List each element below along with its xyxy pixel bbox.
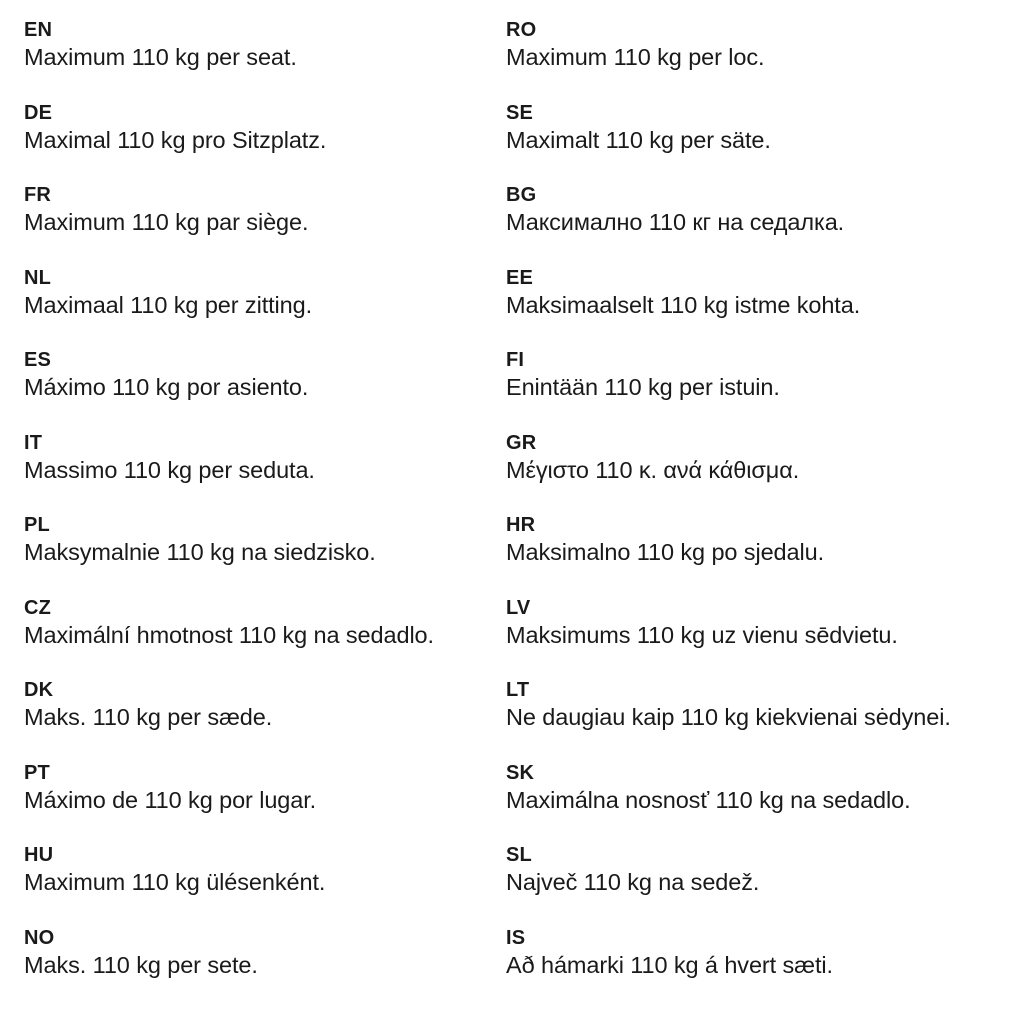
language-code: IS: [506, 926, 526, 949]
language-entry: IT Massimo 110 kg per seduta.: [24, 431, 491, 514]
language-entry: FI Enintään 110 kg per istuin.: [506, 348, 1024, 431]
language-text: Maximal 110 kg pro Sitzplatz.: [24, 126, 327, 153]
language-text: Maximum 110 kg per seat.: [24, 44, 297, 70]
language-code: NO: [24, 926, 55, 949]
language-entry: SE Maximalt 110 kg per säte.: [506, 101, 1024, 184]
language-text: Ne daugiau kaip 110 kg kiekvienai sėdyne…: [506, 704, 951, 730]
language-entry: SK Maximálna nosnosť 110 kg na sedadlo.: [506, 761, 1024, 844]
language-code: DK: [24, 679, 54, 701]
language-column-left: EN Maximum 110 kg per seat. DE Maximal 1…: [0, 18, 491, 1008]
language-text: Максимално 110 кг на седалка.: [506, 209, 845, 235]
language-code: LT: [506, 679, 530, 701]
language-code: SE: [506, 101, 534, 124]
language-text: Maximalt 110 kg per säte.: [506, 126, 771, 153]
language-text: Maks. 110 kg per sete.: [24, 951, 258, 978]
language-code: GR: [506, 431, 537, 454]
language-code: FI: [506, 349, 525, 371]
language-entry: ES Máximo 110 kg por asiento.: [24, 348, 491, 431]
language-text: Máximo de 110 kg por lugar.: [24, 786, 317, 813]
language-text: Maximum 110 kg ülésenként.: [24, 869, 326, 895]
language-code: CZ: [24, 596, 52, 619]
language-code: HU: [24, 844, 54, 866]
language-entry: DE Maximal 110 kg pro Sitzplatz.: [24, 101, 491, 184]
language-column-right: RO Maximum 110 kg per loc. SE Maximalt 1…: [491, 18, 1024, 1008]
language-text: Máximo 110 kg por asiento.: [24, 374, 309, 400]
language-entry: EN Maximum 110 kg per seat.: [24, 18, 491, 101]
language-entry: LV Maksimums 110 kg uz vienu sēdvietu.: [506, 596, 1024, 679]
language-text: Massimo 110 kg per seduta.: [24, 456, 315, 483]
language-code: SK: [506, 761, 535, 784]
language-entry: CZ Maximální hmotnost 110 kg na sedadlo.: [24, 596, 491, 679]
language-text: Að hámarki 110 kg á hvert sæti.: [506, 951, 833, 978]
language-text: Maximum 110 kg par siège.: [24, 209, 309, 235]
language-code: EE: [506, 266, 534, 289]
language-entry: BG Максимално 110 кг на седалка.: [506, 183, 1024, 266]
language-code: PL: [24, 514, 50, 536]
language-entry: PT Máximo de 110 kg por lugar.: [24, 761, 491, 844]
language-entry: HR Maksimalno 110 kg po sjedalu.: [506, 513, 1024, 596]
language-code: SL: [506, 844, 532, 866]
language-code: ES: [24, 349, 52, 371]
language-entry: FR Maximum 110 kg par siège.: [24, 183, 491, 266]
language-entry: PL Maksymalnie 110 kg na siedzisko.: [24, 513, 491, 596]
language-text: Maximálna nosnosť 110 kg na sedadlo.: [506, 786, 911, 813]
language-entry: DK Maks. 110 kg per sæde.: [24, 678, 491, 761]
language-entry: GR Μέγιστο 110 κ. ανά κάθισμα.: [506, 431, 1024, 514]
language-entry: SL Največ 110 kg na sedež.: [506, 843, 1024, 926]
language-text: Maksimums 110 kg uz vienu sēdvietu.: [506, 621, 898, 648]
language-text: Maximální hmotnost 110 kg na sedadlo.: [24, 621, 434, 648]
language-code: PT: [24, 761, 50, 784]
language-entry: EE Maksimaalselt 110 kg istme kohta.: [506, 266, 1024, 349]
language-text: Maks. 110 kg per sæde.: [24, 704, 273, 730]
language-code: DE: [24, 101, 53, 124]
language-code: NL: [24, 266, 52, 289]
language-entry: IS Að hámarki 110 kg á hvert sæti.: [506, 926, 1024, 1009]
language-text: Maksimaalselt 110 kg istme kohta.: [506, 291, 861, 318]
language-code: EN: [24, 19, 53, 41]
language-text: Maksymalnie 110 kg na siedzisko.: [24, 539, 376, 565]
language-text: Maksimalno 110 kg po sjedalu.: [506, 539, 825, 565]
language-entry: HU Maximum 110 kg ülésenként.: [24, 843, 491, 926]
language-code: BG: [506, 184, 537, 206]
language-text: Enintään 110 kg per istuin.: [506, 374, 780, 400]
language-entry: RO Maximum 110 kg per loc.: [506, 18, 1024, 101]
language-code: IT: [24, 431, 43, 454]
language-entry: LT Ne daugiau kaip 110 kg kiekvienai sėd…: [506, 678, 1024, 761]
language-text: Maximaal 110 kg per zitting.: [24, 291, 313, 318]
language-entry: NL Maximaal 110 kg per zitting.: [24, 266, 491, 349]
language-entry: NO Maks. 110 kg per sete.: [24, 926, 491, 1009]
language-code: HR: [506, 514, 536, 536]
language-code: LV: [506, 596, 531, 619]
language-code: RO: [506, 19, 537, 41]
language-text: Največ 110 kg na sedež.: [506, 869, 760, 895]
language-text: Maximum 110 kg per loc.: [506, 44, 765, 70]
language-columns: EN Maximum 110 kg per seat. DE Maximal 1…: [0, 18, 1024, 1008]
language-code: FR: [24, 184, 52, 206]
language-text: Μέγιστο 110 κ. ανά κάθισμα.: [506, 456, 800, 483]
